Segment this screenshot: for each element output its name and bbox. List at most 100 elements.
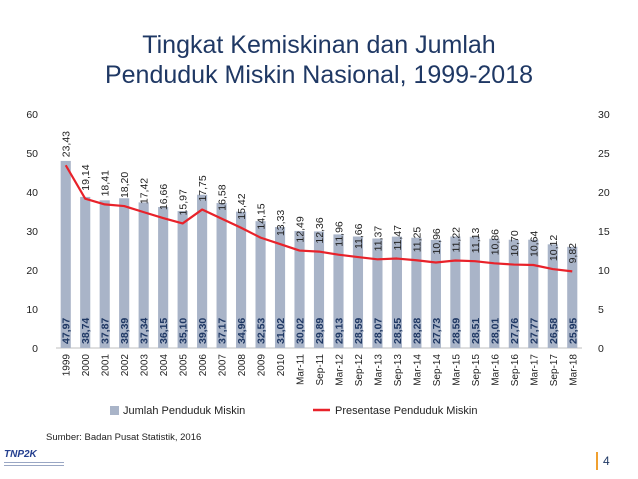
organization-logo: TNP2K: [4, 449, 84, 475]
bar: [508, 239, 519, 348]
x-tick-label: 2007: [218, 354, 229, 377]
bar: [567, 246, 578, 348]
x-tick-label: Mar-15: [451, 354, 462, 386]
source-note: Sumber: Badan Pusat Statistik, 2016: [46, 432, 202, 443]
y-right-tick-label: 0: [598, 343, 604, 355]
line-value-label: 11,13: [470, 228, 482, 254]
line-value-label: 18,41: [100, 170, 112, 196]
bar: [411, 237, 422, 348]
line-value-label: 11,96: [333, 221, 345, 247]
y-left-tick-label: 0: [32, 343, 38, 355]
bar-value-label: 28,55: [392, 318, 404, 344]
x-tick-label: Mar-14: [412, 354, 423, 386]
line-value-label: 9,82: [567, 243, 579, 264]
line-value-label: 19,14: [80, 164, 92, 190]
logo-text: TNP2K: [4, 449, 37, 460]
logo-subtitle-graphic: [4, 462, 64, 466]
y-right-tick-label: 15: [598, 226, 610, 238]
line-value-label: 10,64: [528, 231, 540, 257]
bar-value-label: 32,53: [256, 318, 268, 344]
bar-value-label: 36,15: [158, 318, 170, 344]
bar: [99, 200, 110, 348]
line-value-label: 17,42: [139, 178, 151, 204]
line-value-label: 12,49: [295, 216, 307, 242]
y-left-tick-label: 60: [26, 109, 38, 121]
bar: [372, 238, 383, 348]
bar: [80, 196, 91, 348]
y-right-tick-label: 20: [598, 187, 610, 199]
y-left-tick-label: 20: [26, 265, 38, 277]
bar: [489, 238, 500, 348]
bar-value-label: 28,59: [450, 318, 462, 344]
bar-value-label: 28,07: [372, 318, 384, 344]
bar-value-label: 28,51: [470, 318, 482, 344]
x-tick-label: Sep-13: [393, 354, 404, 387]
line-value-label: 16,66: [158, 184, 170, 210]
line-value-label: 13,33: [275, 210, 287, 236]
line-value-label: 11,66: [353, 223, 365, 249]
bar: [119, 198, 130, 348]
x-tick-label: 2004: [159, 354, 170, 377]
bar: [138, 202, 149, 348]
bar: [177, 211, 188, 348]
y-left-tick-label: 30: [26, 226, 38, 238]
line-value-label: 11,22: [450, 227, 462, 253]
bar: [255, 221, 266, 348]
line-value-label: 10,96: [431, 228, 443, 254]
line-value-label: 11,25: [411, 227, 423, 253]
x-tick-label: Sep-14: [432, 354, 443, 387]
x-tick-label: Mar-12: [334, 354, 345, 386]
line-value-label: 15,97: [178, 189, 190, 215]
chart-title-line2: Penduduk Miskin Nasional, 1999-2018: [104, 61, 534, 89]
bar-value-label: 31,02: [275, 318, 287, 344]
y-right-tick-label: 10: [598, 265, 610, 277]
x-tick-label: Mar-16: [490, 354, 501, 386]
x-tick-label: Sep-12: [354, 354, 365, 387]
x-tick-label: 2009: [257, 354, 268, 377]
bar-value-label: 47,97: [61, 318, 73, 344]
x-tick-label: 2006: [198, 354, 209, 377]
line-value-label: 14,15: [256, 203, 268, 229]
bar: [274, 227, 286, 348]
bar: [450, 236, 461, 348]
x-tick-label: 2005: [179, 354, 190, 377]
line-value-label: 11,37: [372, 226, 384, 252]
bar-value-label: 30,02: [295, 318, 307, 344]
bar-value-label: 34,96: [236, 318, 248, 344]
line-value-label: 16,58: [217, 184, 229, 210]
x-tick-label: 1999: [62, 354, 73, 377]
bar: [313, 231, 325, 348]
line-value-label: 10,70: [509, 230, 521, 256]
x-tick-label: Mar-18: [568, 354, 579, 386]
bar-value-label: 38,74: [80, 318, 92, 344]
bar-value-label: 27,73: [431, 318, 443, 344]
bar: [60, 160, 71, 348]
y-right-tick-label: 25: [598, 148, 610, 160]
line-value-label: 15,42: [236, 193, 248, 219]
bar: [528, 239, 539, 348]
bar: [158, 207, 169, 348]
bar: [469, 236, 480, 348]
line-value-label: 18,20: [119, 172, 131, 198]
y-right-tick-label: 30: [598, 109, 610, 121]
bar-value-label: 35,10: [178, 318, 190, 344]
x-tick-label: Mar-13: [373, 354, 384, 386]
bar: [216, 203, 227, 348]
line-value-label: 10,12: [548, 235, 560, 261]
bar: [391, 236, 402, 348]
bar-value-label: 37,87: [100, 318, 112, 344]
line-value-label: 23,43: [61, 131, 73, 157]
bar-value-label: 27,76: [509, 318, 521, 344]
bar-value-label: 38,39: [119, 318, 131, 344]
line-value-label: 11,47: [392, 225, 404, 251]
x-tick-label: 2000: [81, 354, 92, 377]
y-left-tick-label: 50: [26, 148, 38, 160]
x-tick-label: 2010: [276, 354, 287, 377]
x-tick-label: 2002: [120, 354, 131, 377]
x-tick-label: 2008: [237, 354, 248, 377]
x-tick-label: Sep-17: [549, 354, 560, 387]
bar: [294, 230, 305, 348]
bar-value-label: 39,30: [197, 318, 209, 344]
bar-value-label: 26,58: [548, 318, 560, 344]
